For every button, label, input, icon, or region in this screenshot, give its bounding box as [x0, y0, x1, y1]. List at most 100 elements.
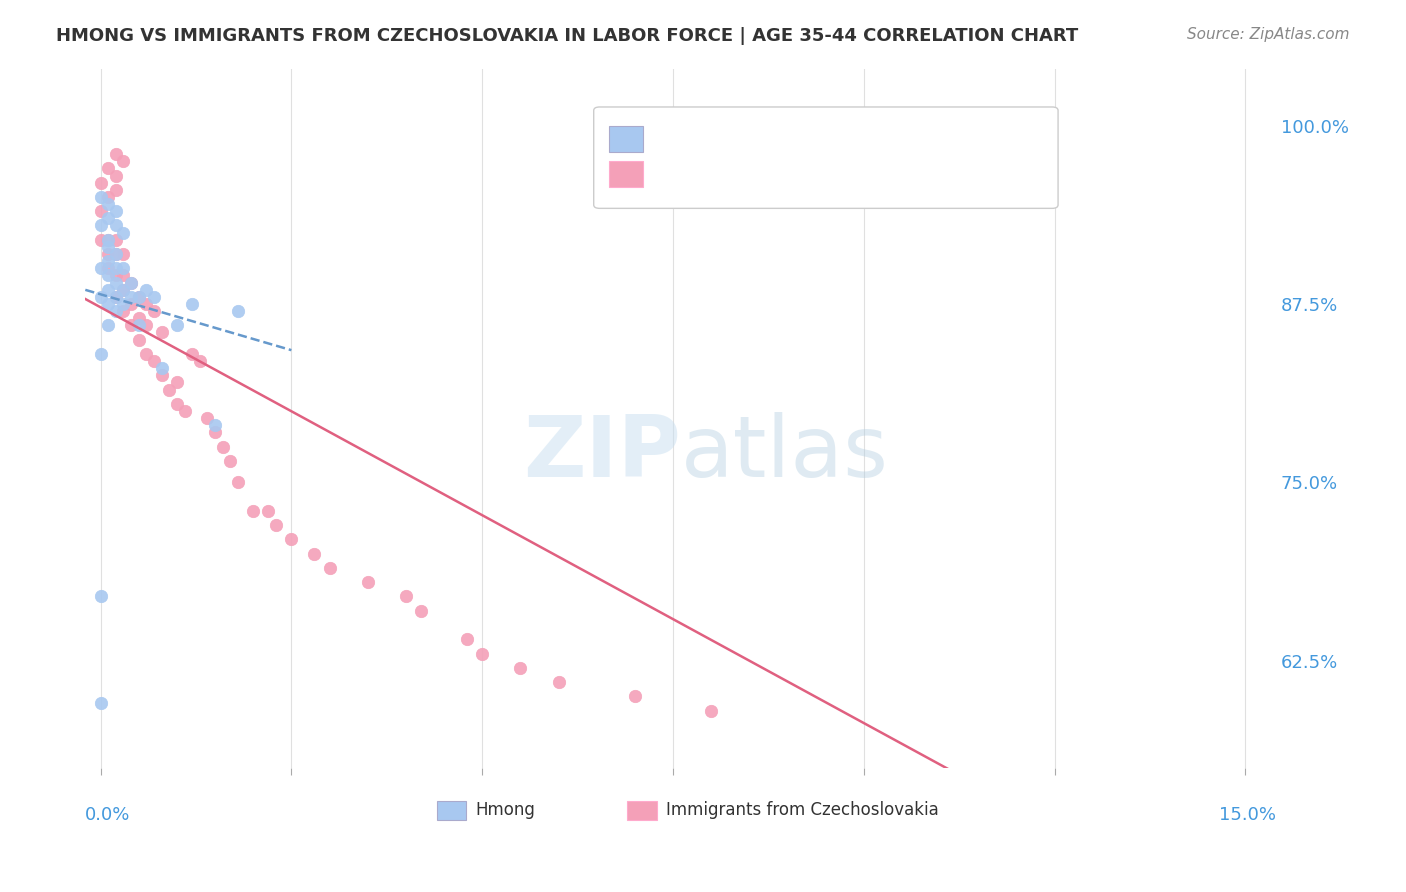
Point [150, 361, 173, 376]
Point [112, 304, 135, 318]
Point [471, 647, 494, 661]
Point [318, 561, 340, 575]
Point [112, 283, 135, 297]
Point [204, 418, 226, 433]
Text: Hmong: Hmong [475, 801, 536, 819]
Point [411, 604, 433, 618]
Text: Source: ZipAtlas.com: Source: ZipAtlas.com [1187, 27, 1350, 42]
Text: HMONG VS IMMIGRANTS FROM CZECHOSLOVAKIA IN LABOR FORCE | AGE 35-44 CORRELATION C: HMONG VS IMMIGRANTS FROM CZECHOSLOVAKIA … [56, 27, 1078, 45]
Point [226, 475, 249, 490]
Point [135, 318, 157, 333]
Point [166, 376, 188, 390]
Point [104, 261, 127, 276]
FancyBboxPatch shape [593, 107, 1059, 209]
Point [120, 290, 142, 304]
Point [104, 247, 127, 261]
Text: ZIP: ZIP [523, 411, 681, 494]
Point [128, 311, 150, 326]
Point [456, 632, 478, 647]
Bar [627, 800, 657, 820]
Point [97, 297, 120, 311]
Point [90, 233, 112, 247]
Point [395, 590, 418, 604]
Point [112, 261, 135, 276]
Point [150, 368, 173, 383]
Point [112, 226, 135, 240]
Point [90, 204, 112, 219]
Point [166, 397, 188, 411]
Point [90, 219, 112, 233]
Point [97, 211, 120, 226]
Point [128, 290, 150, 304]
Point [90, 347, 112, 361]
Point [104, 183, 127, 197]
Text: 0.196: 0.196 [723, 130, 779, 148]
Point [120, 276, 142, 290]
Point [97, 283, 120, 297]
Point [97, 261, 120, 276]
Text: R =: R = [654, 130, 693, 148]
Text: 0.300: 0.300 [723, 165, 779, 183]
Point [150, 326, 173, 340]
Point [211, 440, 233, 454]
Point [104, 290, 127, 304]
Text: N =: N = [817, 165, 858, 183]
Point [120, 318, 142, 333]
Point [90, 176, 112, 190]
Point [112, 268, 135, 283]
Point [104, 147, 127, 161]
Point [104, 304, 127, 318]
Point [547, 675, 569, 690]
Point [120, 276, 142, 290]
Bar [609, 161, 643, 187]
Point [143, 354, 166, 368]
Point [143, 290, 166, 304]
Point [112, 154, 135, 169]
Point [128, 318, 150, 333]
Point [264, 518, 287, 533]
Point [90, 590, 112, 604]
Point [104, 219, 127, 233]
Point [173, 404, 195, 418]
Point [90, 190, 112, 204]
Text: 61: 61 [883, 165, 908, 183]
Point [90, 261, 112, 276]
Point [219, 454, 242, 468]
Point [97, 254, 120, 268]
Point [97, 190, 120, 204]
Point [97, 240, 120, 254]
Point [97, 247, 120, 261]
Point [90, 697, 112, 711]
Point [700, 704, 723, 718]
Point [357, 575, 380, 590]
Point [304, 547, 326, 561]
Point [104, 290, 127, 304]
Point [104, 276, 127, 290]
Point [97, 197, 120, 211]
Point [226, 304, 249, 318]
Bar [609, 126, 643, 153]
Point [97, 233, 120, 247]
Point [143, 304, 166, 318]
Point [97, 161, 120, 176]
Text: R =: R = [654, 165, 693, 183]
Point [181, 347, 204, 361]
Point [624, 690, 647, 704]
Point [157, 383, 180, 397]
Text: 0.0%: 0.0% [86, 806, 131, 824]
Point [257, 504, 280, 518]
Point [135, 297, 157, 311]
Point [104, 247, 127, 261]
Bar [436, 800, 467, 820]
Point [204, 425, 226, 440]
Text: atlas: atlas [681, 411, 889, 494]
Text: 15.0%: 15.0% [1219, 806, 1277, 824]
Point [280, 533, 302, 547]
Point [112, 247, 135, 261]
Point [509, 661, 531, 675]
Point [104, 233, 127, 247]
Text: 38: 38 [883, 130, 908, 148]
Point [120, 297, 142, 311]
Point [128, 333, 150, 347]
Point [104, 169, 127, 183]
